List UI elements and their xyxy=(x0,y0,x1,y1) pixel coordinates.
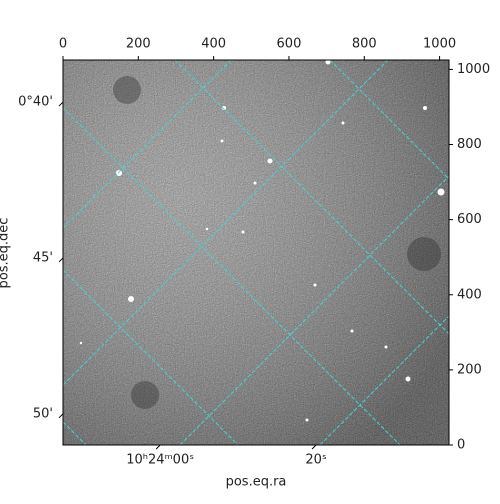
wcs-grid xyxy=(63,60,449,445)
dec-tick xyxy=(58,413,64,419)
x-axis-label: pos.eq.ra xyxy=(226,475,287,490)
y-tick-label: 400 xyxy=(457,287,482,302)
ra-tick xyxy=(311,444,317,450)
dec-tick xyxy=(58,257,64,263)
ra-tick-label: 10ʰ24ᵐ00ˢ xyxy=(126,453,194,468)
frame xyxy=(62,59,450,446)
sky-image xyxy=(63,60,449,445)
x-tick-label: 800 xyxy=(352,37,377,52)
x-tick-label: 0 xyxy=(59,37,67,52)
wcs-grid-line xyxy=(63,60,389,386)
y-tick-label: 800 xyxy=(457,137,482,152)
ra-tick xyxy=(155,444,161,450)
dec-tick-label: 45' xyxy=(33,250,53,265)
wcs-grid-line xyxy=(329,60,449,180)
x-tick-label: 600 xyxy=(277,37,302,52)
x-tick-label: 1000 xyxy=(423,37,456,52)
wcs-grid-line xyxy=(63,269,239,445)
y-tick-label: 200 xyxy=(457,362,482,377)
wcs-grid-line xyxy=(63,107,401,445)
x-tick-label: 400 xyxy=(201,37,226,52)
wcs-grid-line xyxy=(63,421,87,445)
wcs-grid-line xyxy=(63,60,232,229)
y-axis-label: pos.eq.dec xyxy=(0,218,12,289)
y-tick-label: 600 xyxy=(457,212,482,227)
x-tick-label: 200 xyxy=(126,37,151,52)
y-tick-label: 0 xyxy=(457,438,465,453)
y-tick-label: 1000 xyxy=(457,62,490,77)
dec-tick xyxy=(58,101,64,107)
ra-tick-label: 20ˢ xyxy=(305,453,327,468)
dec-tick-label: 0°40' xyxy=(18,95,53,110)
wcs-grid-line xyxy=(174,60,449,335)
dec-tick-label: 50' xyxy=(33,406,53,421)
wcs-grid-line xyxy=(319,315,449,445)
